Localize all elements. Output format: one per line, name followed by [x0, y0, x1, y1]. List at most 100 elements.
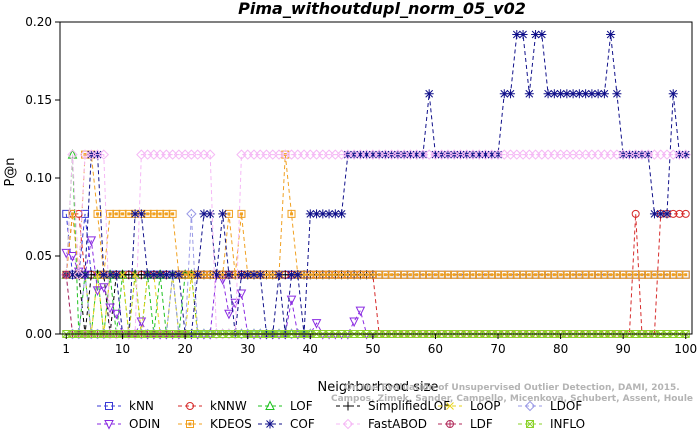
data-point	[62, 270, 71, 279]
data-point	[68, 209, 77, 218]
data-point-core	[271, 273, 275, 277]
data-point	[649, 209, 659, 219]
data-point	[681, 209, 690, 218]
data-point	[287, 209, 296, 218]
data-point	[343, 270, 352, 279]
legend-label: kNN	[129, 399, 154, 413]
data-point	[312, 270, 321, 279]
data-point	[650, 270, 659, 279]
data-point-frame	[506, 270, 515, 279]
y-axis-label: P@n	[3, 157, 18, 186]
data-point	[406, 270, 415, 279]
data-point	[669, 270, 678, 279]
data-point-frame	[500, 270, 509, 279]
data-point	[543, 89, 553, 99]
legend-item-inflo: INFLO	[518, 417, 585, 431]
data-point-core	[321, 273, 325, 277]
data-point-frame	[306, 270, 315, 279]
data-point	[68, 270, 78, 280]
data-point	[430, 150, 440, 160]
data-point	[111, 270, 121, 280]
legend-item-fastabod: FastABOD	[336, 417, 427, 431]
data-point	[662, 209, 672, 219]
data-point-core	[465, 273, 469, 277]
legend-item-knn: kNN	[97, 399, 154, 413]
watermark-line-1: On the Evaluation of Unsupervised Outlie…	[344, 383, 679, 393]
data-point	[186, 402, 194, 410]
data-point	[506, 89, 516, 99]
data-point-core	[571, 273, 575, 277]
legend-item-knnw: kNNW	[178, 399, 247, 413]
x-axis-label: Neighborhood size	[318, 380, 439, 395]
data-point-frame	[675, 270, 684, 279]
data-point	[293, 270, 303, 280]
data-point	[343, 401, 353, 411]
data-point-frame	[525, 270, 534, 279]
data-point-core	[402, 273, 406, 277]
data-point	[204, 149, 216, 160]
data-point	[287, 270, 297, 280]
data-point-core	[158, 212, 162, 216]
series-line	[65, 213, 686, 276]
data-point	[161, 270, 171, 280]
data-point-frame	[662, 270, 671, 279]
data-point	[412, 150, 422, 160]
data-point	[387, 270, 396, 279]
data-point	[331, 270, 340, 279]
data-point	[537, 270, 546, 279]
data-point-frame	[606, 270, 615, 279]
data-point-core	[308, 273, 312, 277]
series-fastabod	[61, 149, 691, 340]
series-line	[65, 154, 311, 335]
data-point-core	[484, 273, 488, 277]
data-point-frame	[631, 270, 640, 279]
data-point-frame	[681, 270, 690, 279]
data-point-core	[346, 273, 350, 277]
data-point	[681, 150, 691, 160]
data-point	[305, 209, 315, 219]
data-point-core	[239, 212, 243, 216]
data-point-core	[627, 273, 631, 277]
data-point-frame	[362, 270, 371, 279]
data-point	[593, 89, 603, 99]
data-point	[186, 420, 194, 428]
data-point-frame	[118, 209, 127, 218]
data-point-core	[665, 273, 669, 277]
plot-area	[61, 29, 691, 340]
data-point-core	[546, 273, 550, 277]
legend: kNN ODIN kNNW KDEOS LOF COF SimplifiedLOF FastA…	[97, 399, 585, 431]
data-point-frame	[468, 270, 477, 279]
data-point-core	[458, 273, 462, 277]
legend-item-lof: LOF	[258, 399, 313, 413]
data-point-core	[640, 273, 644, 277]
data-point	[656, 209, 666, 219]
data-point	[149, 270, 159, 280]
data-point	[418, 150, 428, 160]
data-point	[431, 270, 440, 279]
data-point-core	[565, 273, 569, 277]
data-point	[524, 89, 534, 99]
data-point-frame	[112, 209, 121, 218]
data-point-frame	[625, 270, 634, 279]
data-point	[243, 270, 253, 280]
data-point-frame	[406, 270, 415, 279]
x-tick-label: 40	[303, 342, 318, 356]
data-point	[312, 209, 322, 219]
data-point-frame	[562, 270, 571, 279]
data-point-frame	[325, 270, 334, 279]
data-point-frame	[162, 209, 171, 218]
legend-label: KDEOS	[210, 417, 252, 431]
legend-item-odin: ODIN	[97, 417, 160, 431]
data-point-frame	[481, 270, 490, 279]
y-tick-label: 0.10	[25, 171, 52, 185]
data-point	[224, 309, 234, 320]
data-point	[199, 209, 209, 219]
data-point-frame	[544, 270, 553, 279]
series-lof	[61, 148, 316, 338]
series-knn	[62, 209, 690, 279]
data-point-core	[502, 273, 506, 277]
data-point	[599, 89, 609, 99]
data-point	[587, 270, 596, 279]
data-point-frame	[368, 270, 377, 279]
data-point-core	[221, 273, 225, 277]
